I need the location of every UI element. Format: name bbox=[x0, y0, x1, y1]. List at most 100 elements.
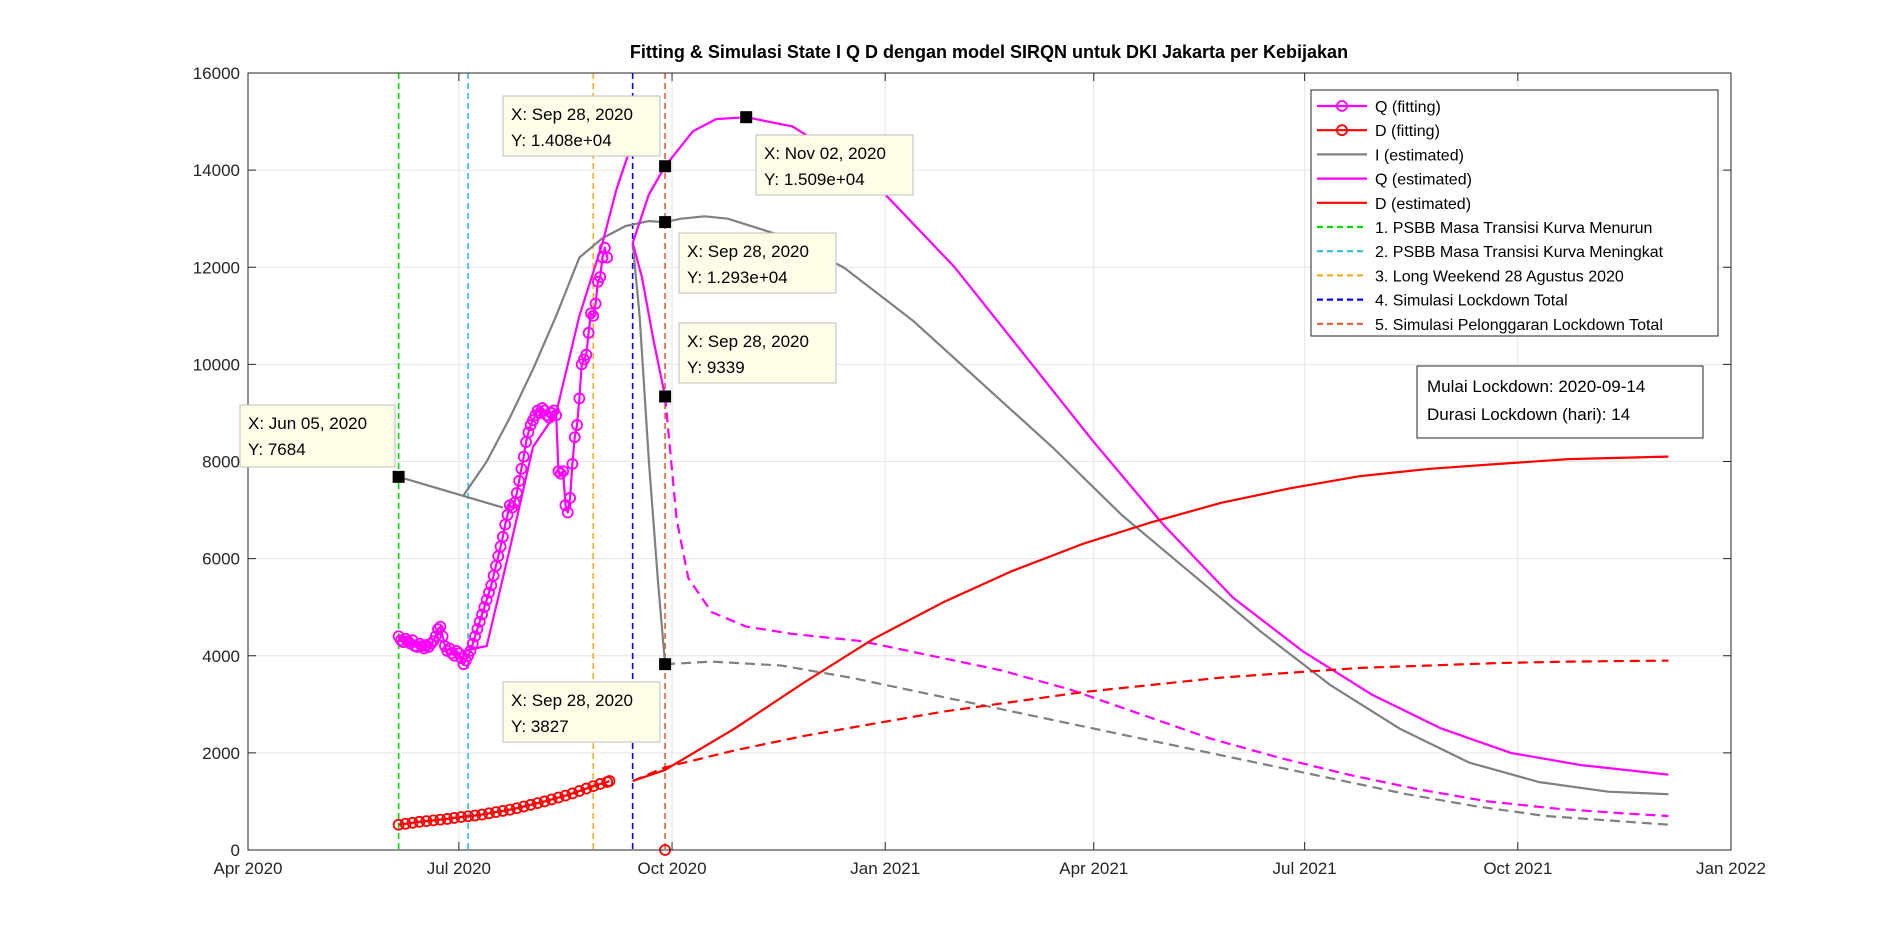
y-tick-label: 8000 bbox=[202, 453, 240, 472]
datatip-marker bbox=[659, 160, 672, 173]
series-marker-D_fit bbox=[448, 812, 461, 824]
series-marker-D_fit bbox=[580, 782, 593, 795]
datatip-box bbox=[755, 134, 914, 196]
series-marker-Q_fit bbox=[483, 586, 495, 599]
datatip-marker bbox=[659, 216, 672, 229]
series-marker-Q_fit bbox=[476, 608, 488, 621]
series-marker-Q_fit bbox=[522, 426, 535, 439]
axes: Apr 2020 Jul 2020 Oct 2020 Jan 2021 Apr 2021… bbox=[193, 64, 1766, 878]
series-marker-D_fit bbox=[413, 815, 426, 828]
x-tick-label: Jul 2020 bbox=[427, 859, 491, 878]
legend-label: Q (fitting) bbox=[1375, 99, 1441, 116]
datatip-box bbox=[678, 322, 837, 384]
series-marker-Q_fit bbox=[564, 492, 576, 504]
series-marker-Q_fit bbox=[571, 419, 583, 431]
series-marker-D_fit bbox=[559, 789, 572, 802]
legend-marker bbox=[1336, 124, 1348, 137]
series-marker-D_fit bbox=[427, 814, 440, 827]
annotation-text: Mulai Lockdown: 2020-09-14 bbox=[1427, 377, 1645, 396]
x-tick-label: Apr 2021 bbox=[1059, 859, 1128, 878]
annotation-box bbox=[1416, 365, 1704, 439]
legend-label: Q (estimated) bbox=[1375, 172, 1472, 189]
series-marker-Q_fit bbox=[594, 271, 607, 283]
series-marker-D_fit bbox=[510, 802, 523, 815]
legend-label: D (fitting) bbox=[1375, 123, 1440, 140]
series-marker-Q_fit bbox=[515, 462, 528, 475]
series-marker-D_fit bbox=[566, 787, 579, 800]
series-marker-D_fit bbox=[406, 816, 419, 829]
series-marker-Q_fit bbox=[582, 326, 595, 339]
datatip-box bbox=[678, 232, 837, 294]
series-marker-D_fit bbox=[552, 791, 565, 804]
y-tick-label: 16000 bbox=[193, 64, 240, 83]
annotation-text: Durasi Lockdown (hari): 14 bbox=[1427, 405, 1630, 424]
datatip-marker bbox=[659, 390, 672, 403]
series-marker-Q_fit bbox=[566, 458, 579, 470]
series-marker-Q_fit bbox=[469, 630, 481, 643]
series-marker-Q_fit bbox=[601, 251, 614, 264]
lockdown-annotation: Mulai Lockdown: 2020-09-14 Durasi Lockdow… bbox=[1416, 365, 1704, 439]
legend-label: 5. Simulasi Pelonggaran Lockdown Total bbox=[1375, 317, 1663, 334]
series-marker-D_fit bbox=[399, 817, 412, 830]
datatip-text: X: Jun 05, 2020 bbox=[248, 414, 367, 433]
series-marker-Q_fit bbox=[554, 467, 567, 480]
series-marker-D_fit bbox=[573, 785, 586, 797]
series-marker-Q_fit bbox=[552, 465, 565, 478]
legend-label: 1. PSBB Masa Transisi Kurva Menurun bbox=[1375, 220, 1652, 237]
series-marker-Q_fit bbox=[568, 431, 581, 444]
datatip-text: Y: 1.408e+04 bbox=[511, 131, 612, 150]
series-marker-Q_fit bbox=[473, 615, 486, 628]
series-marker-D_fit bbox=[503, 803, 516, 816]
datatip-box bbox=[239, 404, 396, 468]
series-marker-D_fit bbox=[441, 813, 454, 825]
series-line-Q_est bbox=[463, 412, 558, 652]
series-marker-D_fit bbox=[490, 806, 502, 819]
series-marker-D_fit bbox=[538, 795, 551, 808]
x-tick-label: Oct 2020 bbox=[638, 859, 707, 878]
series-marker-Q_fit bbox=[580, 348, 593, 361]
series-marker-D_fit bbox=[517, 800, 530, 813]
series-marker-Q_fit bbox=[478, 601, 491, 614]
series-marker-D_fit bbox=[483, 807, 495, 820]
y-tick-label: 2000 bbox=[202, 744, 240, 763]
datatip-text: Y: 7684 bbox=[248, 440, 306, 459]
y-tick-label: 0 bbox=[231, 841, 240, 860]
series-marker-Q_fit bbox=[589, 297, 602, 310]
datatips: X: Jun 05, 2020 Y: 7684 X: Sep 28, 2020 Y: … bbox=[239, 95, 914, 743]
y-tick-label: 10000 bbox=[193, 355, 240, 374]
datatip-box bbox=[502, 681, 661, 743]
series-line-I_lock bbox=[631, 242, 667, 665]
x-tick-label: Apr 2020 bbox=[214, 859, 283, 878]
series-marker-D_fit bbox=[545, 793, 558, 806]
datatip-marker bbox=[392, 470, 405, 483]
series-marker-Q_fit bbox=[561, 506, 574, 519]
series-line-I_sim bbox=[665, 660, 1669, 826]
series-marker-Q_fit bbox=[587, 309, 600, 322]
series-marker-D_fit bbox=[476, 808, 488, 821]
series-line-Q_est_b bbox=[631, 242, 667, 397]
x-tick-label: Jan 2021 bbox=[850, 859, 920, 878]
series-marker-D_fit bbox=[587, 780, 600, 793]
legend-label: I (estimated) bbox=[1375, 147, 1464, 164]
datatip-text: X: Sep 28, 2020 bbox=[687, 332, 809, 351]
series-marker-Q_fit bbox=[429, 630, 442, 643]
x-tick-label: Oct 2021 bbox=[1483, 859, 1552, 878]
series-marker-D_fit bbox=[603, 775, 616, 787]
series-marker-Q_fit bbox=[496, 530, 509, 543]
legend-label: 4. Simulasi Lockdown Total bbox=[1375, 293, 1568, 310]
series-marker-D_fit bbox=[524, 798, 537, 811]
series-marker-D_fit bbox=[496, 805, 509, 817]
series-marker-Q_fit bbox=[557, 465, 570, 478]
legend: Q (fitting) D (fitting) I (estimated) Q (es… bbox=[1310, 89, 1719, 337]
datatip-text: Y: 1.293e+04 bbox=[687, 268, 788, 287]
series-marker-Q_fit bbox=[513, 475, 526, 487]
series-layer bbox=[392, 116, 1669, 856]
legend-label: 2. PSBB Masa Transisi Kurva Meningkat bbox=[1375, 244, 1664, 261]
y-tick-label: 12000 bbox=[193, 258, 240, 277]
series-marker-Q_fit bbox=[517, 450, 530, 463]
series-marker-Q_fit bbox=[585, 307, 597, 320]
y-tick-label: 14000 bbox=[193, 161, 240, 180]
series-marker-D_fit bbox=[531, 797, 544, 810]
series-marker-Q_fit bbox=[471, 623, 484, 635]
